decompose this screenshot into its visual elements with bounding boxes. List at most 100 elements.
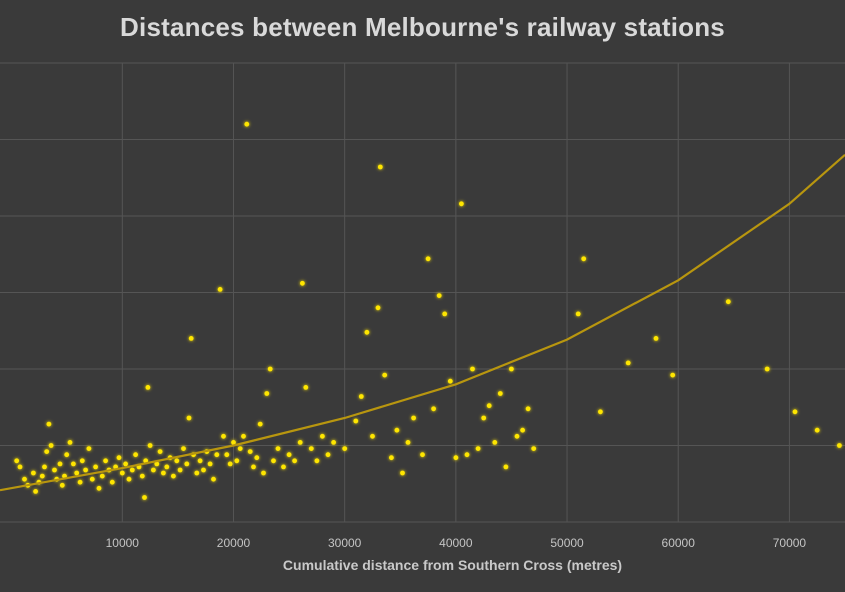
data-point (33, 489, 38, 494)
data-point (221, 433, 226, 439)
data-point (464, 452, 470, 458)
data-point (297, 440, 303, 445)
x-tick-label: 40000 (439, 536, 473, 550)
data-point (244, 121, 250, 127)
data-point (31, 470, 36, 476)
data-point (375, 305, 381, 311)
data-point (281, 464, 286, 470)
data-point (314, 458, 320, 464)
data-point (497, 391, 503, 396)
data-point (99, 473, 105, 479)
data-point (145, 385, 151, 390)
data-point (447, 378, 453, 384)
data-point (581, 256, 587, 262)
data-point (39, 473, 45, 479)
data-point (174, 458, 180, 464)
data-point (247, 449, 253, 454)
data-point (520, 427, 525, 433)
data-point (300, 280, 305, 286)
data-point (670, 372, 676, 378)
data-point (436, 293, 442, 298)
data-point (481, 415, 487, 421)
data-point (254, 455, 260, 461)
data-point (370, 433, 375, 439)
data-point (86, 446, 92, 451)
x-tick-label: 70000 (773, 536, 807, 550)
data-point (725, 299, 731, 305)
data-point (46, 421, 52, 427)
data-point (251, 464, 256, 470)
data-point (503, 464, 509, 470)
data-point (331, 440, 336, 445)
data-point (237, 446, 243, 451)
data-point (194, 470, 200, 476)
data-point (275, 446, 281, 451)
data-point (48, 443, 54, 448)
data-point (52, 467, 57, 473)
data-point (320, 433, 325, 439)
data-point (93, 464, 98, 470)
data-point (224, 452, 230, 458)
data-point (764, 366, 770, 372)
data-point (96, 485, 102, 491)
data-point (257, 421, 263, 427)
data-point (389, 455, 394, 461)
data-point (653, 336, 659, 341)
data-point (161, 470, 166, 476)
data-point (177, 467, 183, 473)
data-point (420, 452, 425, 458)
data-point (59, 482, 65, 488)
data-point (400, 470, 405, 476)
data-point (514, 433, 520, 439)
data-point (157, 449, 163, 454)
data-point (459, 201, 464, 207)
data-point (164, 464, 170, 470)
x-tick-label: 30000 (328, 536, 362, 550)
data-point (531, 446, 537, 451)
data-point (470, 366, 475, 372)
data-point (509, 366, 514, 372)
data-point (42, 464, 47, 470)
data-point (792, 409, 798, 415)
data-point (575, 311, 581, 317)
data-point (394, 427, 400, 433)
grid-layer (0, 62, 845, 523)
x-tick-label: 60000 (662, 536, 696, 550)
data-point (126, 476, 132, 482)
data-point (475, 446, 481, 451)
data-point (171, 473, 176, 479)
x-tick-label: 50000 (550, 536, 584, 550)
x-tick-labels: 10000 20000 30000 40000 50000 60000 70000 (106, 536, 807, 550)
data-point (431, 406, 436, 412)
data-point (74, 470, 80, 476)
data-point (411, 415, 416, 421)
x-axis-label: Cumulative distance from Southern Cross … (282, 557, 623, 573)
data-point (234, 458, 240, 464)
data-point (286, 452, 292, 458)
data-point (14, 458, 20, 464)
data-point (116, 455, 122, 461)
data-point (217, 287, 223, 292)
data-point (79, 458, 85, 464)
chart-title: Distances between Melbourne's railway st… (120, 12, 725, 42)
data-point (133, 452, 139, 458)
data-point (353, 418, 359, 424)
data-point (77, 479, 83, 485)
x-tick-label: 20000 (217, 536, 251, 550)
data-point (197, 458, 203, 464)
data-point (214, 452, 220, 458)
data-point (308, 446, 314, 451)
data-point (486, 403, 492, 409)
data-point (57, 461, 63, 467)
data-point (231, 440, 236, 445)
data-point (201, 467, 206, 473)
data-point (83, 467, 88, 473)
data-point (241, 433, 246, 439)
data-point (89, 476, 95, 482)
data-point (211, 476, 216, 482)
x-tick-label: 10000 (106, 536, 140, 550)
data-point (267, 366, 273, 372)
data-points (14, 121, 842, 500)
